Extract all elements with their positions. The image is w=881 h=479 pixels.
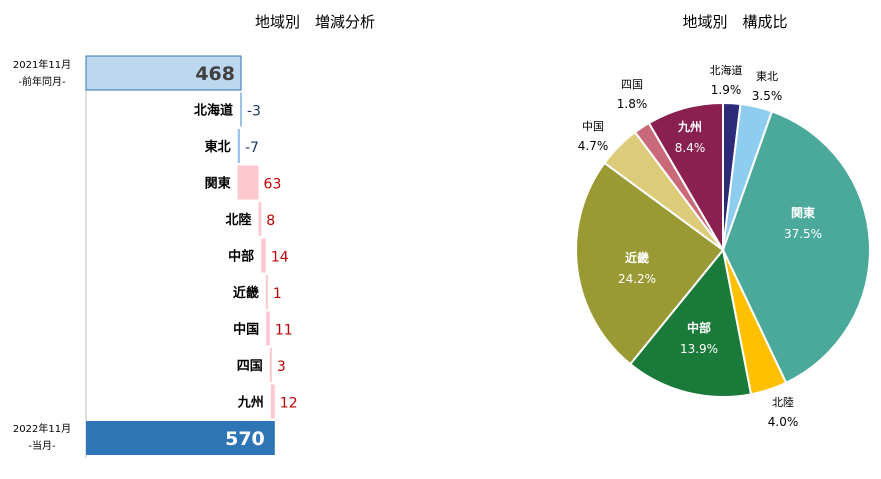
waterfall-category-label: 四国 [237, 359, 263, 374]
end-total-value: 570 [225, 428, 265, 450]
waterfall-bar-中国 [266, 311, 270, 346]
waterfall-bar-四国 [269, 348, 272, 382]
pie-slice-関東 [721, 110, 871, 385]
waterfall-value-label: -7 [245, 140, 259, 156]
waterfall-value-label: 1 [273, 286, 282, 302]
pie-slice-name-label: 東北 [756, 70, 778, 83]
waterfall-category-label: 東北 [205, 139, 231, 155]
pie-slice-percent-label: 4.7% [578, 139, 609, 153]
waterfall-bar-東北 [237, 129, 241, 163]
waterfall-bar-北陸 [258, 202, 262, 236]
waterfall-category-label: 中部 [228, 249, 254, 265]
waterfall-category-label: 九州 [237, 396, 264, 411]
waterfall-value-label: 63 [264, 177, 282, 193]
waterfall-bar-中部 [261, 238, 266, 273]
end-total-bar [86, 421, 275, 455]
waterfall-bar-近畿 [265, 275, 268, 309]
waterfall-value-label: 3 [277, 359, 286, 375]
pie-slice-percent-label: 37.5% [784, 227, 822, 241]
waterfall-bar-北海道 [240, 92, 243, 127]
pie-title: 地域別 構成比 [682, 13, 787, 31]
waterfall-category-label: 関東 [205, 176, 231, 192]
waterfall-value-label: 14 [271, 250, 289, 266]
waterfall-category-label: 近畿 [233, 285, 259, 301]
pie-slice-name-label: 九州 [677, 119, 702, 134]
pie-slice-九州 [647, 101, 724, 254]
waterfall-category-label: 北海道 [194, 103, 233, 119]
waterfall-title: 地域別 増減分析 [255, 13, 375, 31]
waterfall-category-label: 中国 [233, 322, 259, 338]
pie-slice-name-label: 中国 [582, 120, 604, 133]
pie-slice-中部 [628, 247, 753, 398]
pie-slice-percent-label: 8.4% [675, 141, 706, 155]
waterfall-bar-関東 [237, 165, 259, 200]
pie-slice-percent-label: 1.8% [617, 97, 648, 111]
waterfall-value-label: 12 [280, 396, 298, 412]
pie-chart: 北海道 1.9% 東北 3.5% 関東 37.5% 北陸 4.0% 中部 13.9% 近畿 24.2%… [575, 63, 871, 429]
pie-slice-name-label: 関東 [791, 205, 815, 220]
start-period-sublabel: -前年同月- [18, 75, 66, 88]
pie-slice-name-label: 四国 [621, 78, 643, 91]
pie-slice-percent-label: 13.9% [680, 342, 718, 356]
pie-slice-percent-label: 1.9% [711, 83, 742, 97]
pie-slice-name-label: 北海道 [710, 63, 743, 77]
pie-slice-percent-label: 3.5% [752, 89, 783, 103]
waterfall-value-label: 8 [266, 213, 275, 229]
waterfall-value-label: 11 [275, 323, 293, 339]
pie-slice-name-label: 近畿 [625, 250, 649, 265]
pie-slice-name-label: 北陸 [772, 396, 794, 409]
pie-slice-percent-label: 4.0% [768, 415, 799, 429]
waterfall-category-label: 北陸 [226, 212, 252, 228]
end-period-label: 2022年11月 [13, 422, 71, 435]
pie-slice-name-label: 中部 [687, 320, 711, 335]
start-total-value: 468 [195, 63, 235, 85]
waterfall-bar-九州 [270, 384, 275, 419]
waterfall-chart: 468 2021年11月 -前年同月- 北海道 -3 東北 -7 関東 63 北陸 8 中部 14 近畿 1… [13, 55, 298, 458]
start-period-label: 2021年11月 [13, 58, 71, 71]
waterfall-value-label: -3 [247, 104, 261, 120]
end-period-sublabel: -当月- [28, 439, 56, 452]
start-total-bar [85, 55, 242, 91]
pie-slice-percent-label: 24.2% [618, 272, 656, 286]
pie-slice-近畿 [575, 161, 725, 366]
